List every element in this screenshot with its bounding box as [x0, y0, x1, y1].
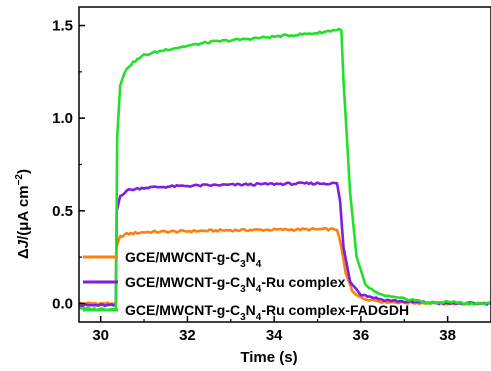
legend-label-part: 4: [256, 284, 262, 295]
legend-label-part: N: [246, 302, 256, 318]
legend-label-part: N: [246, 249, 256, 265]
y-axis-title: ΔJ/(μA cm−2): [14, 169, 32, 259]
legend-label-part: -Ru complex: [261, 274, 345, 290]
legend-label-part: 4: [256, 259, 262, 270]
legend-label-1: GCE/MWCNT-g-C3N4: [125, 249, 262, 270]
series-line-1: [78, 227, 491, 306]
y-axis-title-j: J: [15, 239, 32, 248]
legend-label-part: 4: [256, 312, 262, 323]
y-axis-title-delta: Δ: [15, 248, 32, 259]
y-axis-title-sup: −2: [14, 174, 25, 186]
series-line-3: [78, 27, 491, 312]
legend-label-part: 3: [240, 259, 246, 270]
x-tick-label-36: 36: [353, 327, 370, 344]
y-tick-label-1: 0.5: [52, 203, 73, 220]
y-tick-label-0: 0.0: [52, 295, 73, 312]
legend-label-part: GCE/MWCNT-g-C: [125, 274, 240, 290]
legend-label-2: GCE/MWCNT-g-C3N4-Ru complex: [125, 274, 346, 295]
plot-content: [78, 27, 491, 312]
x-tick-label-32: 32: [179, 327, 196, 344]
legend-label-3: GCE/MWCNT-g-C3N4-Ru complex-FADGDH: [125, 302, 409, 323]
y-tick-label-2: 1.0: [52, 110, 73, 127]
y-tick-label-3: 1.5: [52, 18, 73, 35]
legend-label-part: GCE/MWCNT-g-C: [125, 249, 240, 265]
x-tick-label-34: 34: [266, 327, 283, 344]
legend-label-part: 3: [240, 284, 246, 295]
legend-label-part: -Ru complex-FADGDH: [261, 302, 409, 318]
legend-label-part: 3: [240, 312, 246, 323]
legend-label-part: GCE/MWCNT-g-C: [125, 302, 240, 318]
y-axis-title-unit: /(μA cm: [15, 185, 32, 239]
y-axis-title-close: ): [15, 169, 32, 174]
x-axis-title: Time (s): [240, 349, 297, 366]
legend-label-part: N: [246, 274, 256, 290]
x-tick-label-30: 30: [92, 327, 109, 344]
x-tick-label-38: 38: [439, 327, 456, 344]
axes: 30 32 34 36 380.00.51.01.5: [52, 6, 491, 344]
